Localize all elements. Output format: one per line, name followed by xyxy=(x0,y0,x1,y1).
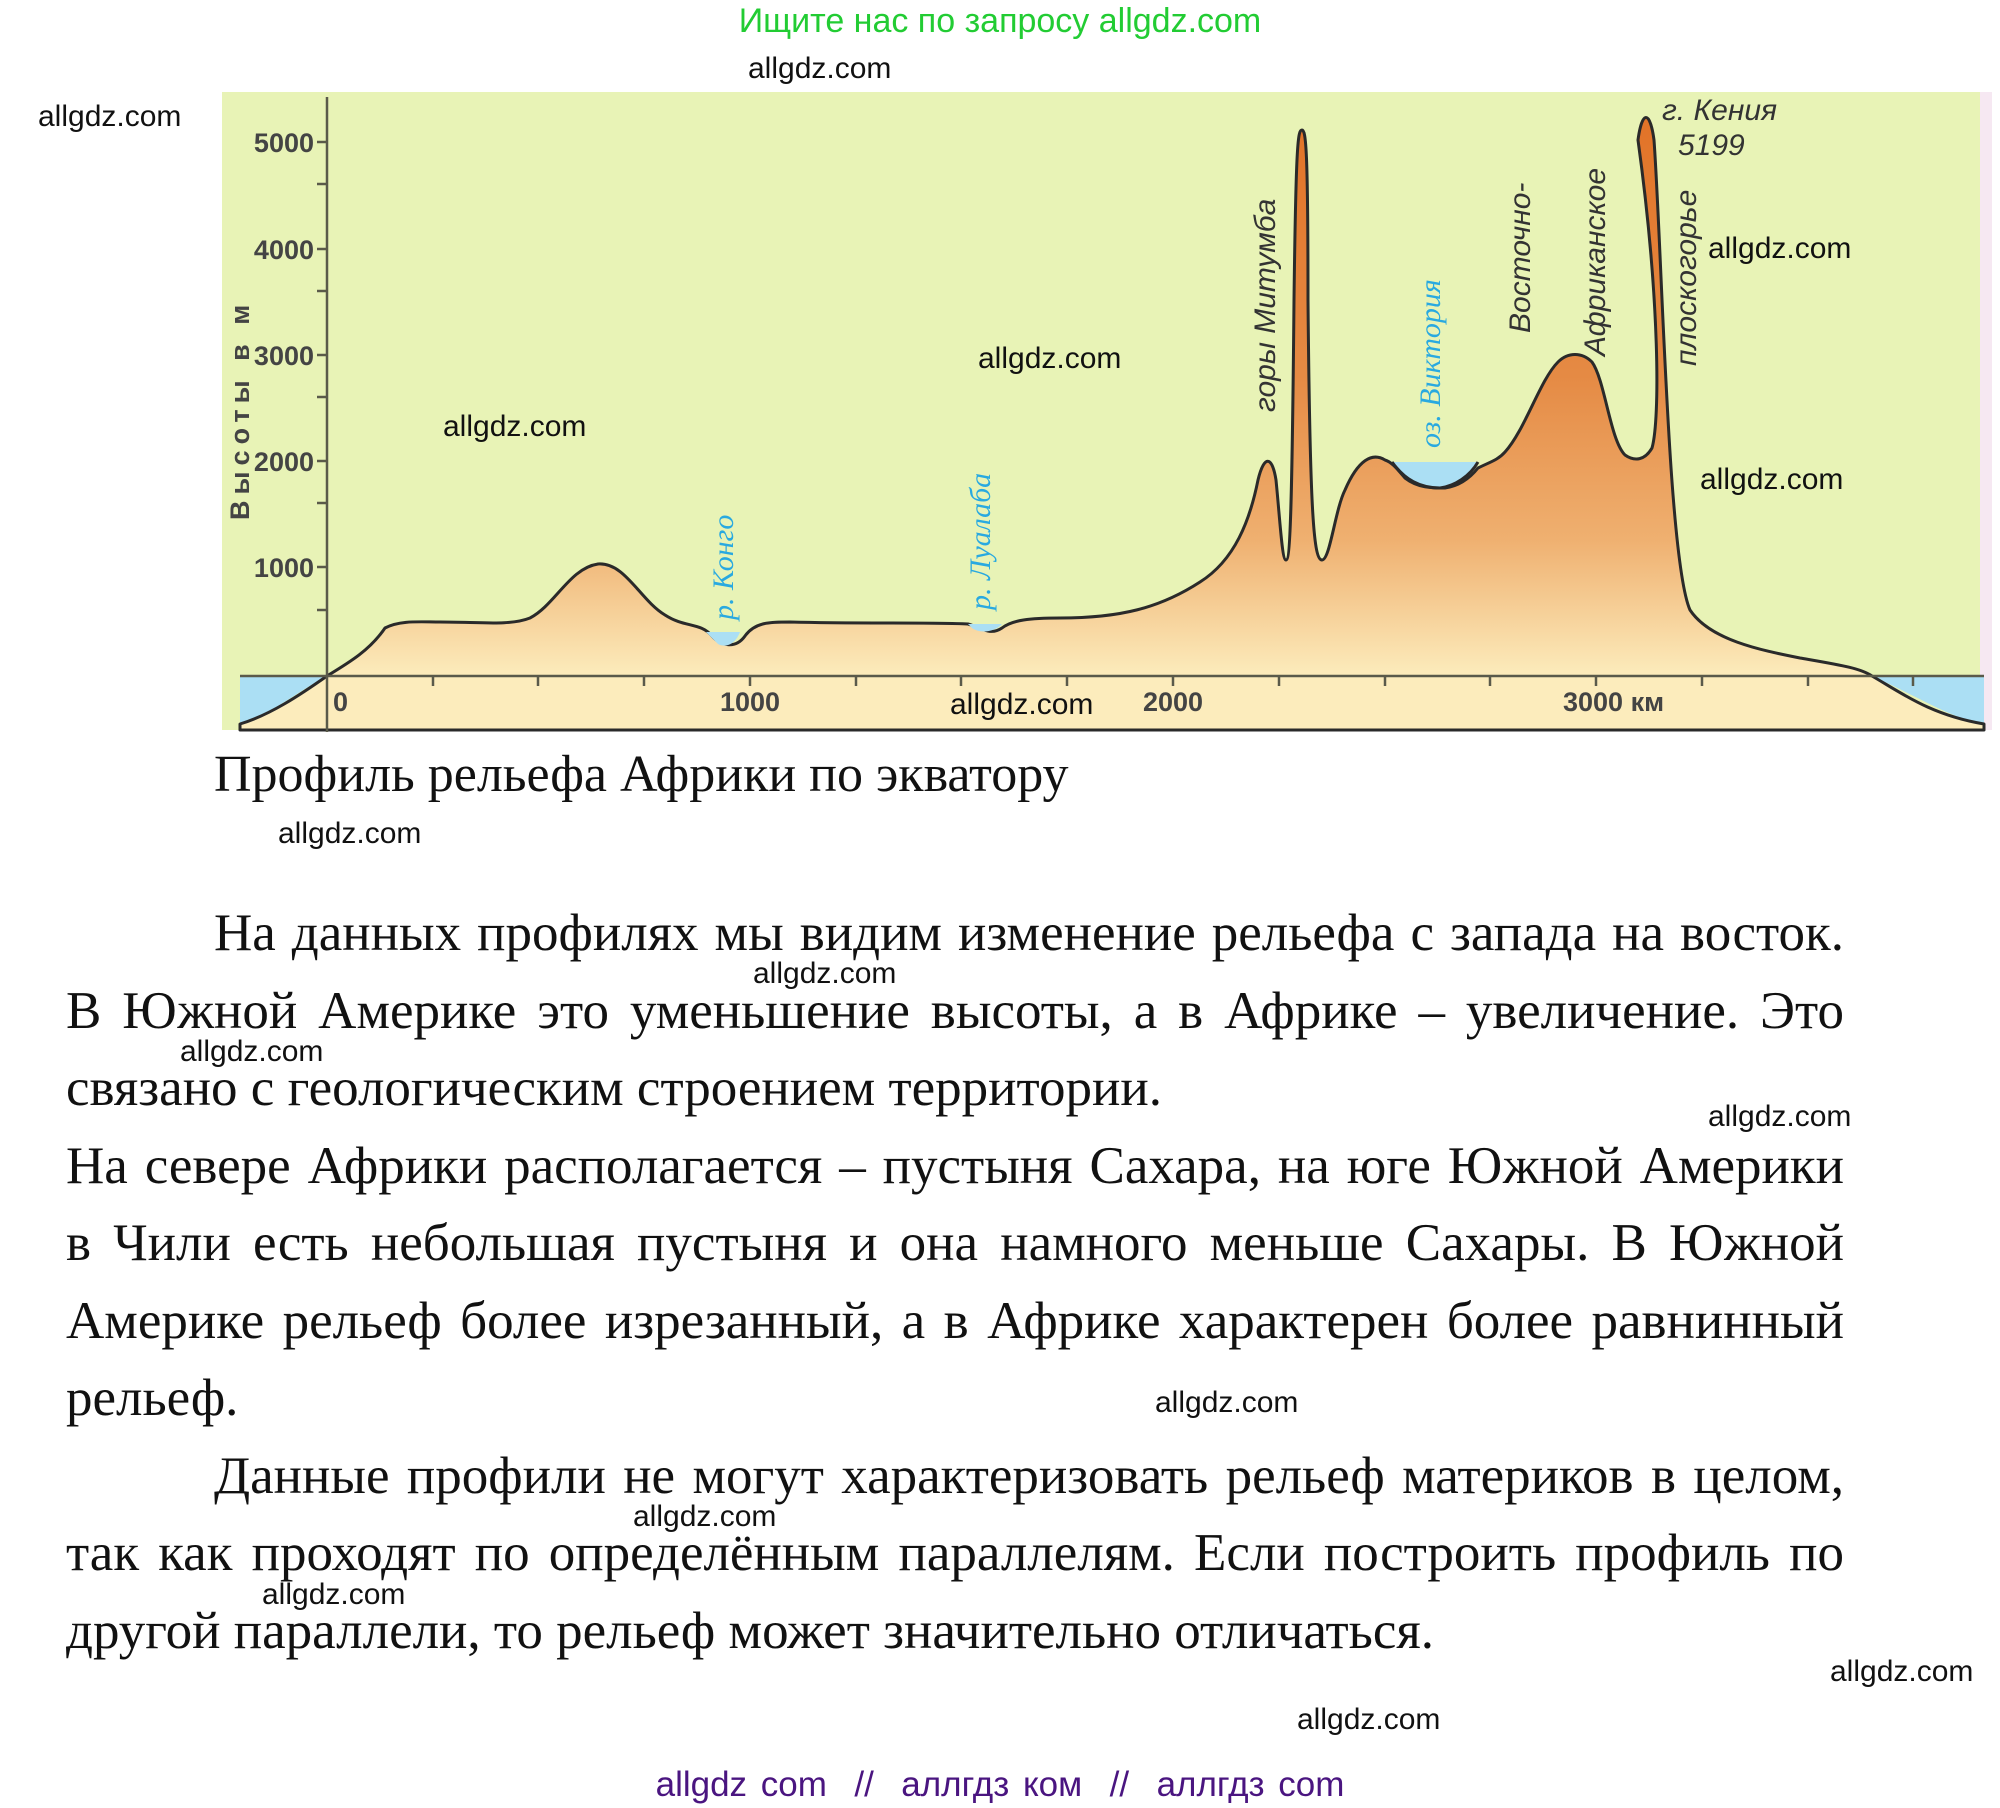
figure-caption: Профиль рельефа Африки по экватору xyxy=(214,746,1069,803)
watermark: allgdz.com xyxy=(950,688,1094,721)
label-mount-kenya: г. Кения xyxy=(1662,94,1777,127)
footer-link-allgdz[interactable]: allgdz com xyxy=(655,1765,827,1804)
y-tick-2000: 2000 xyxy=(254,447,314,477)
footer-link-allgdz-com-ru[interactable]: аллгдз com xyxy=(1156,1765,1345,1804)
watermark: allgdz.com xyxy=(1297,1703,1441,1736)
watermark: allgdz.com xyxy=(753,957,897,990)
x-ticks xyxy=(431,676,1915,686)
watermark: allgdz.com xyxy=(633,1500,777,1533)
y-ticks xyxy=(317,140,327,612)
lualaba-river-water xyxy=(968,624,1002,632)
watermark: allgdz.com xyxy=(1708,1100,1852,1133)
label-lake-victoria: оз. Виктория xyxy=(1414,279,1447,448)
watermark: allgdz.com xyxy=(1708,232,1852,265)
paragraph-1: На данных профилях мы видим изменение ре… xyxy=(66,904,1844,1117)
watermark: allgdz.com xyxy=(978,342,1122,375)
watermark: allgdz.com xyxy=(1155,1386,1299,1419)
x-tick-1000: 1000 xyxy=(720,687,780,717)
watermark: allgdz.com xyxy=(1830,1655,1974,1688)
label-plateau-east: Восточно- xyxy=(1504,183,1537,333)
answer-text: На данных профилях мы видим изменение ре… xyxy=(66,895,1844,1670)
label-congo-river: р. Конго xyxy=(707,515,740,622)
watermark: allgdz.com xyxy=(278,817,422,850)
watermark: allgdz.com xyxy=(1700,463,1844,496)
y-tick-3000: 3000 xyxy=(254,341,314,371)
y-tick-1000: 1000 xyxy=(254,553,314,583)
relief-profile-chart: 5000 4000 3000 2000 1000 0 1000 2000 300… xyxy=(222,92,1992,732)
label-mitumba-mountains: горы Митумба xyxy=(1249,199,1282,412)
footer-separator: // xyxy=(1082,1765,1157,1804)
search-banner: Ищите нас по запросу allgdz.com xyxy=(738,2,1262,40)
label-mount-kenya-height: 5199 xyxy=(1678,129,1745,162)
paragraph-2: На севере Африки располагается – пустыня… xyxy=(66,1136,1844,1428)
footer-separator: // xyxy=(826,1765,902,1804)
land-profile xyxy=(238,116,1986,732)
x-tick-3000: 3000 км xyxy=(1563,687,1664,717)
paragraph-3: Данные профили не могут характеризовать … xyxy=(66,1446,1844,1660)
label-plateau-african: Африканское xyxy=(1579,168,1612,358)
watermark: allgdz.com xyxy=(748,52,892,85)
ocean-left xyxy=(240,676,327,724)
x-tick-0: 0 xyxy=(333,687,348,717)
watermark: allgdz.com xyxy=(180,1035,324,1068)
watermark: allgdz.com xyxy=(38,100,182,133)
label-lualaba-river: р. Луалаба xyxy=(964,473,997,612)
ocean-right xyxy=(1872,676,1984,724)
y-tick-5000: 5000 xyxy=(254,128,314,158)
y-axis-title: Высоты в м xyxy=(225,299,255,520)
footer-links: allgdz com // аллгдз ком // аллгдз com xyxy=(0,1765,2000,1805)
y-tick-4000: 4000 xyxy=(254,235,314,265)
congo-river-water xyxy=(706,632,740,646)
label-plateau-highland: плоскогорье xyxy=(1670,190,1703,366)
footer-link-allgdz-kom[interactable]: аллгдз ком xyxy=(901,1765,1083,1804)
watermark: allgdz.com xyxy=(443,410,587,443)
relief-profile-figure: 5000 4000 3000 2000 1000 0 1000 2000 300… xyxy=(222,92,1992,732)
x-tick-2000: 2000 xyxy=(1143,687,1203,717)
watermark: allgdz.com xyxy=(262,1578,406,1611)
